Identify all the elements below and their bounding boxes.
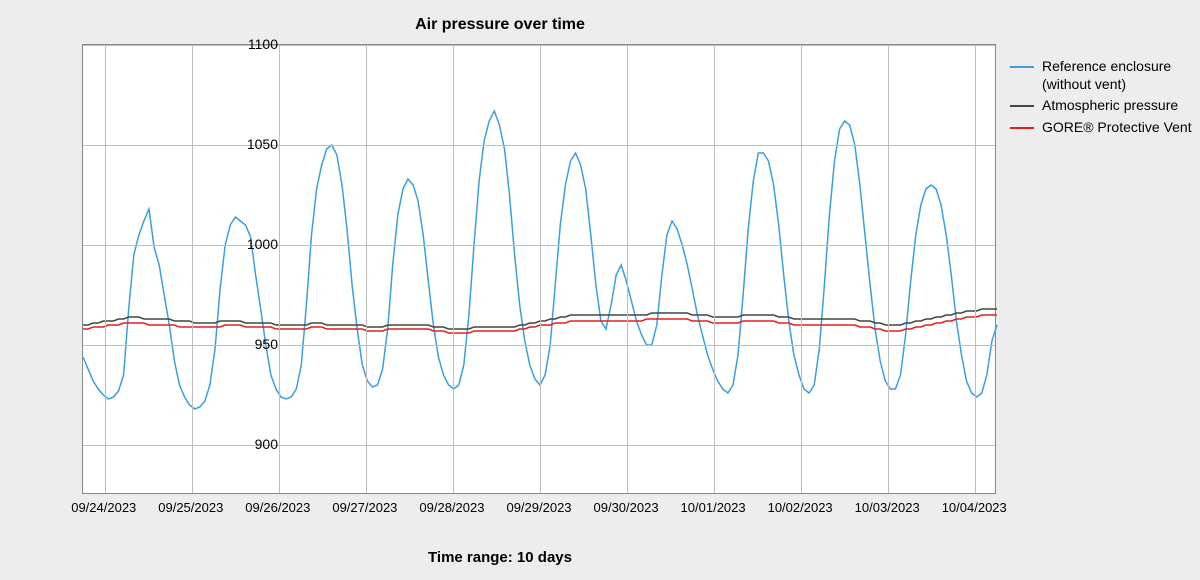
gridline-v xyxy=(888,45,889,493)
air-pressure-chart: Air pressure over time Air pressure p (m… xyxy=(0,0,1200,580)
x-axis-label: Time range: 10 days xyxy=(0,549,1000,566)
x-tick-label: 10/03/2023 xyxy=(855,500,920,515)
x-tick-label: 10/04/2023 xyxy=(942,500,1007,515)
gridline-v xyxy=(192,45,193,493)
gridline-v xyxy=(714,45,715,493)
x-tick-label: 09/25/2023 xyxy=(158,500,223,515)
x-tick-label: 10/02/2023 xyxy=(768,500,833,515)
x-tick-label: 09/29/2023 xyxy=(506,500,571,515)
y-tick-label: 1000 xyxy=(218,236,278,252)
x-tick-label: 09/30/2023 xyxy=(594,500,659,515)
legend-item: Reference enclosure (without vent) xyxy=(1010,58,1192,93)
legend-swatch xyxy=(1010,127,1034,129)
x-tick-label: 09/24/2023 xyxy=(71,500,136,515)
gridline-v xyxy=(105,45,106,493)
plot-area xyxy=(82,44,996,494)
x-tick-label: 09/26/2023 xyxy=(245,500,310,515)
x-tick-label: 10/01/2023 xyxy=(681,500,746,515)
legend-label: GORE® Protective Vent xyxy=(1042,119,1192,137)
y-tick-label: 950 xyxy=(218,336,278,352)
gridline-v xyxy=(366,45,367,493)
gridline-v xyxy=(540,45,541,493)
y-tick-label: 900 xyxy=(218,436,278,452)
x-tick-label: 09/28/2023 xyxy=(419,500,484,515)
legend: Reference enclosure (without vent) Atmosp… xyxy=(1010,58,1192,140)
chart-lines xyxy=(83,45,995,493)
legend-swatch xyxy=(1010,66,1034,68)
legend-label: Reference enclosure (without vent) xyxy=(1042,58,1192,93)
gridline-v xyxy=(801,45,802,493)
legend-label: Atmospheric pressure xyxy=(1042,97,1178,115)
gridline-v xyxy=(279,45,280,493)
y-tick-label: 1050 xyxy=(218,136,278,152)
gridline-v xyxy=(975,45,976,493)
legend-item: GORE® Protective Vent xyxy=(1010,119,1192,137)
gridline-v xyxy=(453,45,454,493)
y-tick-label: 1100 xyxy=(218,36,278,52)
x-tick-label: 09/27/2023 xyxy=(332,500,397,515)
gridline-v xyxy=(627,45,628,493)
legend-swatch xyxy=(1010,105,1034,107)
legend-item: Atmospheric pressure xyxy=(1010,97,1192,115)
chart-title: Air pressure over time xyxy=(0,0,1200,34)
